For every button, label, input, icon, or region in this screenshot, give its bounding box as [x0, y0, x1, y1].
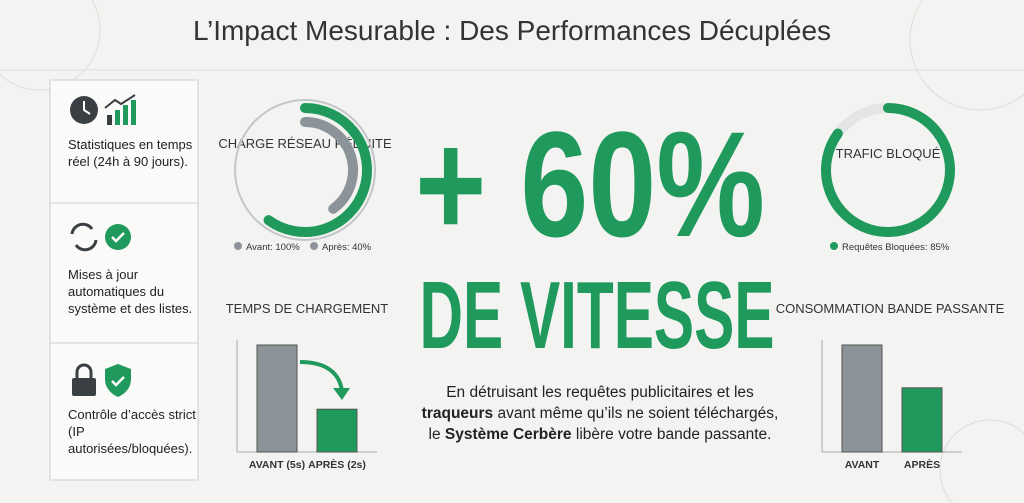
- feature-text: Contrôle d’accès strict (IP autorisées/b…: [68, 407, 196, 456]
- headline-sub: DE VITESSE: [420, 262, 775, 369]
- arrow-head: [333, 388, 350, 400]
- legend-label: Avant: 100%: [246, 242, 300, 253]
- legend-dot: [310, 242, 318, 250]
- legend-label: Après: 40%: [322, 242, 372, 253]
- stats-icon: [104, 94, 136, 125]
- trafic-label: TRAFIC BLOQUÉ: [836, 146, 941, 161]
- description: En détruisant les requêtes publicitaires…: [415, 382, 785, 445]
- check-icon: [105, 224, 131, 250]
- bar: [256, 344, 298, 453]
- text-segment: avant même qu’ils ne soient téléchargés,…: [428, 405, 779, 443]
- arrow: [299, 360, 344, 393]
- lock-icon: [72, 363, 96, 396]
- chart-title: CONSOMMATION BANDE PASSANTE: [776, 301, 1005, 316]
- text-segment: traqueurs: [421, 405, 494, 422]
- legend-dot: [830, 242, 838, 250]
- shield-icon: [105, 364, 131, 397]
- bar: [841, 344, 883, 453]
- chart-title: TEMPS DE CHARGEMENT: [226, 301, 389, 316]
- text-segment: En détruisant les requêtes publicitaires…: [446, 384, 754, 401]
- blocked-arc: [821, 103, 955, 237]
- x-tick-label: AVANT (5s): [249, 459, 305, 471]
- feature-panel: [49, 79, 199, 481]
- feature-text: Statistiques en temps réel (24h à 90 jou…: [68, 137, 193, 169]
- apres-arc: [300, 117, 358, 214]
- x-tick-label: AVANT: [845, 459, 880, 471]
- avant-ring: [234, 99, 376, 241]
- legend-dot: [234, 242, 242, 250]
- x-tick-label: APRÈS: [904, 458, 940, 471]
- legend-label: Requêtes Bloquées: 85%: [842, 242, 950, 253]
- text-segment: libère votre bande passante.: [571, 426, 772, 443]
- reduction-arc: [263, 103, 372, 237]
- bar: [901, 387, 943, 453]
- bar: [316, 408, 358, 453]
- x-tick-label: APRÈS (2s): [308, 458, 366, 471]
- headline-big: + 60%: [415, 100, 765, 268]
- feature-text: Mises à jour automatiques du système et …: [68, 267, 193, 316]
- text-segment: Système Cerbère: [444, 426, 572, 443]
- clock-icon: [70, 96, 98, 124]
- title: L’Impact Mesurable : Des Performances Dé…: [193, 15, 831, 46]
- sync-icon: [70, 222, 98, 252]
